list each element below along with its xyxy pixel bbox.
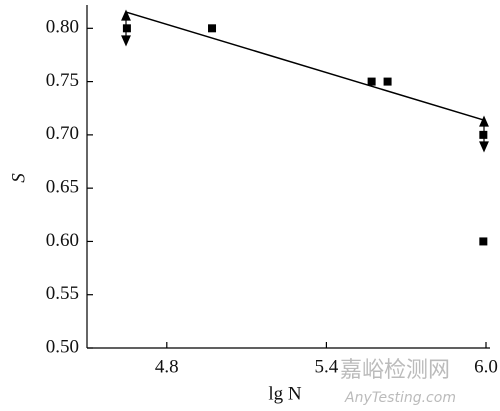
point — [367, 77, 376, 86]
y-tick-label: 0.55 — [46, 283, 79, 304]
point — [479, 237, 488, 246]
x-tick-label: 6.0 — [474, 356, 498, 377]
x-tick-label: 4.8 — [155, 356, 179, 377]
watermark: AnyTesting.com — [344, 390, 456, 406]
point — [479, 130, 488, 139]
y-tick-label: 0.70 — [46, 123, 79, 144]
fit-line — [126, 11, 484, 121]
y-axis-label: S — [8, 173, 29, 183]
runout-arrows — [121, 9, 489, 153]
y-tick-label: 0.60 — [46, 230, 79, 251]
point — [208, 24, 217, 33]
y-tick-label: 0.65 — [46, 177, 79, 198]
point — [122, 24, 131, 33]
y-tick-label: 0.75 — [46, 70, 79, 91]
watermark: 嘉峪检测网 — [340, 358, 450, 383]
y-tick-label: 0.50 — [46, 336, 79, 357]
x-tick-label: 5.4 — [315, 356, 339, 377]
y-tick-label: 0.80 — [46, 17, 79, 38]
x-axis-label: lg N — [268, 383, 302, 404]
point — [383, 77, 392, 86]
